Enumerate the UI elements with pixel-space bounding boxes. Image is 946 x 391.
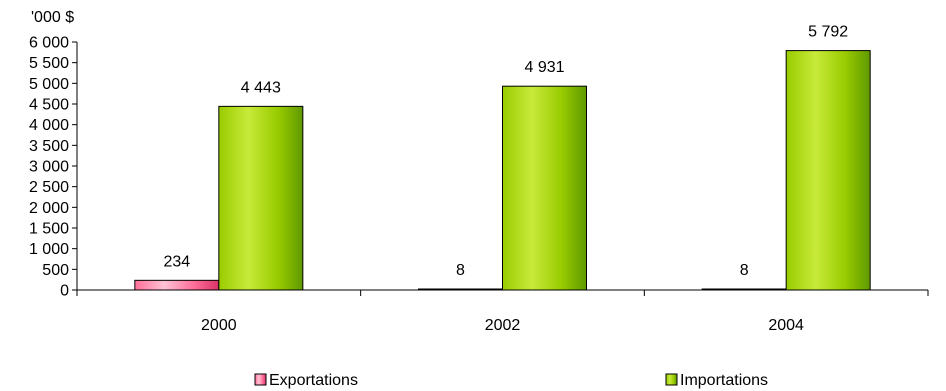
x-tick-label: 2000 xyxy=(201,317,237,334)
data-label: 8 xyxy=(740,262,749,279)
y-tick-label: 6 000 xyxy=(29,35,69,52)
legend-swatch-importations xyxy=(665,373,678,386)
y-tick-label: 4 000 xyxy=(29,117,69,134)
data-label: 4 443 xyxy=(241,79,281,96)
y-tick-label: 500 xyxy=(42,262,69,279)
bars xyxy=(134,50,871,291)
y-tick-label: 2 500 xyxy=(29,179,69,196)
x-tick-label: 2004 xyxy=(768,317,804,334)
legend: Exportations Importations xyxy=(254,372,768,389)
legend-label-exportations: Exportations xyxy=(269,372,358,389)
legend-swatch-exportations xyxy=(254,373,267,386)
bar-importations-2004 xyxy=(785,50,871,291)
y-tick-label: 5 000 xyxy=(29,76,69,93)
y-tick-label: 4 500 xyxy=(29,97,69,114)
y-axis: 0 500 1 000 1 500 2 000 2 500 3 000 3 500 4 000 4… xyxy=(29,35,78,300)
bar-importations-2002 xyxy=(502,85,587,291)
y-tick-label: 1 500 xyxy=(29,221,69,238)
bar-exportations-2000 xyxy=(134,279,220,291)
bar-exportations-2004 xyxy=(701,288,787,291)
y-tick-label: 5 500 xyxy=(29,55,69,72)
x-axis: 2000 2002 2004 xyxy=(76,289,929,334)
y-tick-label: 2 000 xyxy=(29,200,69,217)
data-label: 8 xyxy=(456,262,465,279)
y-tick-label: 0 xyxy=(60,283,69,300)
legend-label-importations: Importations xyxy=(680,372,768,389)
bar-importations-2000 xyxy=(218,105,304,291)
data-label: 234 xyxy=(163,253,190,270)
y-axis-title: '000 $ xyxy=(31,9,74,26)
data-label: 4 931 xyxy=(524,59,564,76)
y-tick-label: 1 000 xyxy=(29,241,69,258)
data-labels: 234 4 443 8 4 931 8 5 792 xyxy=(163,24,848,279)
bar-exportations-2002 xyxy=(418,288,503,291)
x-tick-label: 2002 xyxy=(485,317,521,334)
data-label: 5 792 xyxy=(808,24,848,41)
y-tick-label: 3 500 xyxy=(29,138,69,155)
y-tick-label: 3 000 xyxy=(29,159,69,176)
